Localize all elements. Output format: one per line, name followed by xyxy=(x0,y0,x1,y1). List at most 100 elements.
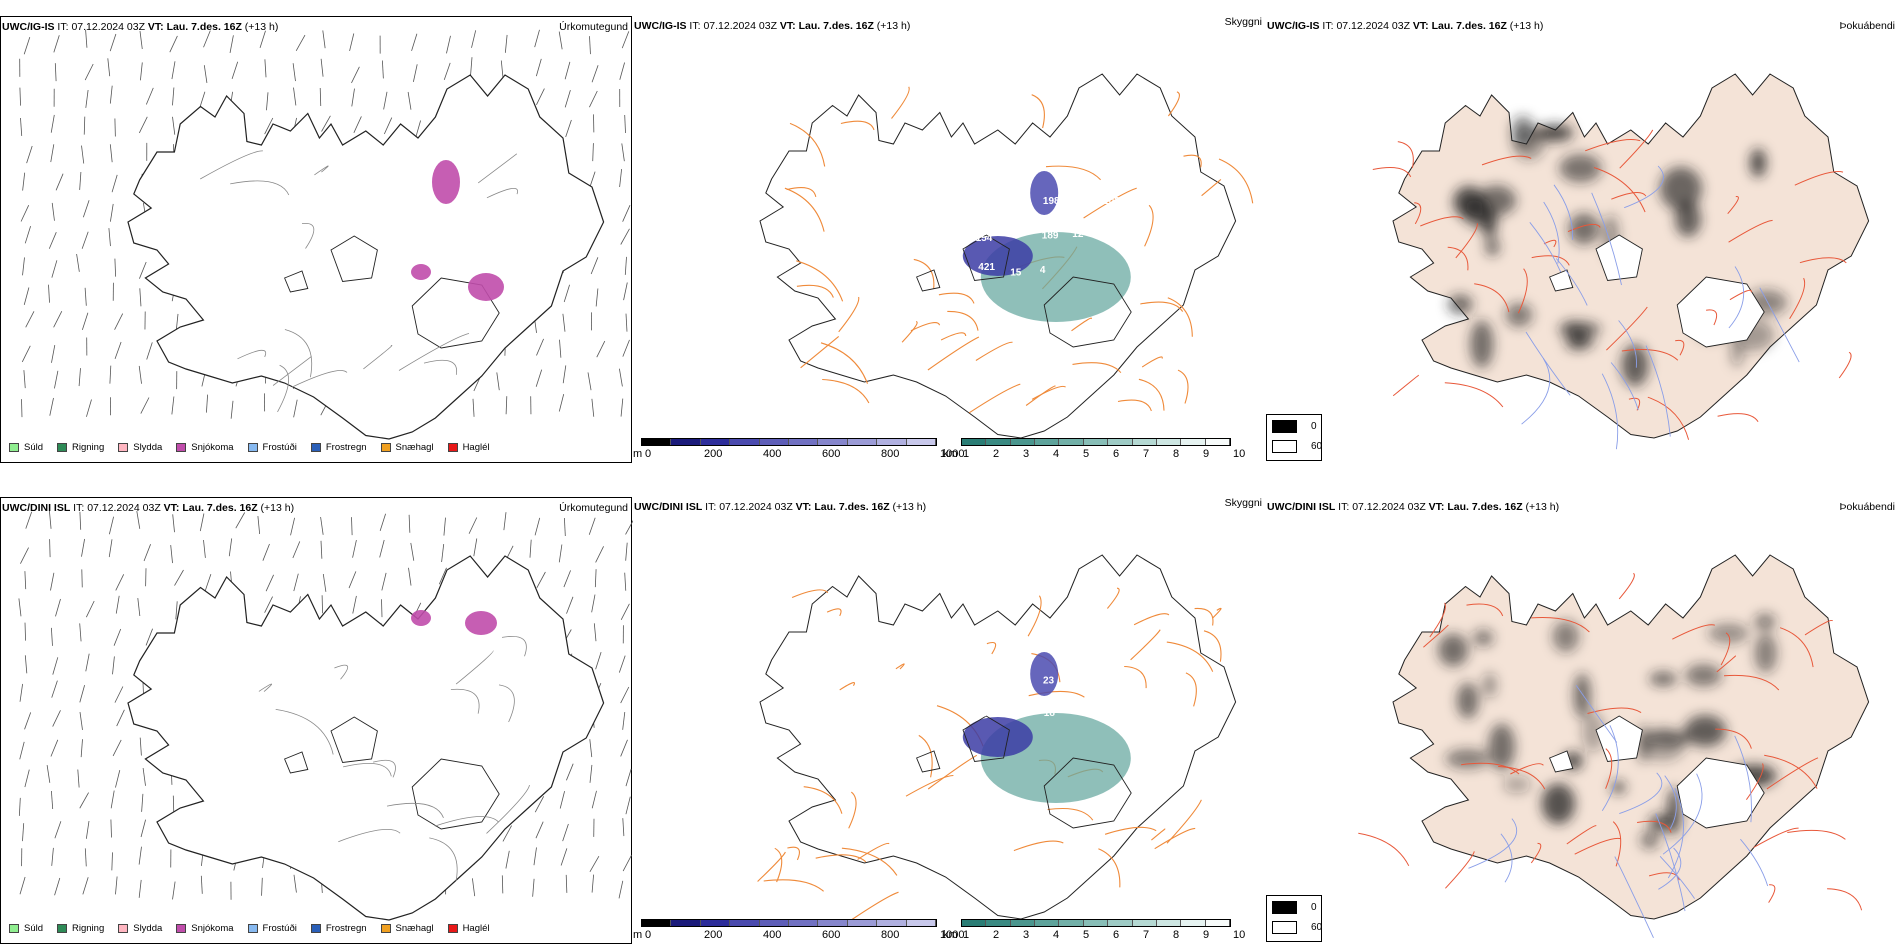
wind-barb xyxy=(411,33,418,51)
colorbar-segment xyxy=(1083,920,1109,926)
fog-area xyxy=(1456,682,1479,719)
coastline xyxy=(127,74,605,440)
wind-barb xyxy=(79,623,82,642)
low-ceiling-area xyxy=(1030,171,1059,215)
glacier-outline xyxy=(916,750,941,773)
colorbar-segment xyxy=(986,920,1011,926)
river xyxy=(1575,685,1618,743)
road xyxy=(947,310,979,331)
wind-barb xyxy=(348,571,357,589)
wind-barb xyxy=(114,341,122,360)
wind-barb xyxy=(471,30,477,48)
wind-barb xyxy=(20,205,30,222)
wind-barb xyxy=(618,655,626,673)
colorbar-segment xyxy=(962,439,987,445)
fog-legend-row: 0 xyxy=(1272,420,1317,433)
road xyxy=(1414,202,1422,225)
glacier-outline xyxy=(330,716,378,763)
wind-barb xyxy=(51,847,54,866)
fog-legend-swatch xyxy=(1272,440,1297,453)
wind-barb xyxy=(19,87,21,106)
river xyxy=(1655,813,1686,912)
colorbar-segment xyxy=(1035,439,1060,445)
glacier-outline xyxy=(962,715,1010,762)
wind-barb xyxy=(502,825,512,842)
wind-barb xyxy=(351,517,353,536)
wind-barb xyxy=(591,790,597,809)
glacier-outline xyxy=(284,751,309,774)
wind-barb xyxy=(292,63,296,82)
wind-barb xyxy=(54,63,57,82)
colorbar-segment xyxy=(1035,920,1060,926)
wind-barb xyxy=(51,790,54,810)
road xyxy=(1618,572,1635,600)
snow-area xyxy=(411,610,431,626)
road xyxy=(1612,821,1622,867)
wind-barb xyxy=(535,821,544,839)
fog-area xyxy=(1685,664,1722,687)
fog-area xyxy=(1473,629,1494,647)
wind-barb xyxy=(622,205,631,222)
wind-barb xyxy=(79,712,83,730)
fog-area xyxy=(1621,344,1649,387)
colorbar-segment xyxy=(877,920,907,926)
road xyxy=(1151,828,1166,841)
road xyxy=(1729,289,1752,301)
road xyxy=(1585,138,1641,152)
river xyxy=(1728,266,1745,329)
wind-barb xyxy=(54,821,62,839)
fog-area xyxy=(1640,831,1659,849)
colorbar-segment xyxy=(877,439,907,445)
wind-barb xyxy=(140,397,150,414)
road xyxy=(1117,399,1152,412)
panel-variable-title: Úrkomutegund xyxy=(559,502,628,514)
colorbar-tick: 6 xyxy=(1113,929,1120,941)
wind-barb xyxy=(49,539,51,558)
colorbar-segment xyxy=(671,920,701,926)
wind-barb xyxy=(472,398,475,417)
legend-label: Frostúði xyxy=(262,923,297,934)
panel-variable-title: Þokuábendi xyxy=(1839,501,1895,513)
wind-barb xyxy=(379,539,385,558)
fog-legend-value: 60 xyxy=(1311,922,1323,933)
wind-barb xyxy=(116,709,125,727)
wind-barb xyxy=(22,823,25,842)
colorbar-tick: 5 xyxy=(1083,448,1090,460)
legend-item: Frostúði xyxy=(247,923,297,934)
colorbar-segment xyxy=(642,920,672,926)
wind-barb xyxy=(175,601,178,620)
wind-barb xyxy=(564,89,571,108)
colorbar-segment xyxy=(986,439,1011,445)
visibility-value-label: 198 xyxy=(1104,229,1121,240)
wind-barb xyxy=(114,258,117,277)
road xyxy=(1083,187,1137,219)
wind-barb xyxy=(228,538,233,557)
road xyxy=(277,364,289,413)
wind-barb xyxy=(319,87,322,107)
wind-barb xyxy=(438,567,447,585)
wind-barb xyxy=(413,64,418,82)
wind-barb xyxy=(235,512,246,529)
road xyxy=(1130,629,1161,661)
wind-barb xyxy=(172,514,175,533)
colorbar-segment xyxy=(789,439,819,445)
road xyxy=(1071,317,1092,332)
wind-barb xyxy=(140,819,146,838)
road xyxy=(848,791,857,829)
wind-barb xyxy=(566,596,574,614)
wind-barb xyxy=(111,174,118,193)
road xyxy=(1720,632,1731,666)
road xyxy=(938,292,975,304)
road xyxy=(910,322,941,332)
colorbar-segment xyxy=(1205,439,1230,445)
legend-label: Frostregn xyxy=(325,923,367,934)
visibility-value-label: 4 xyxy=(1040,265,1046,276)
wind-barb xyxy=(320,540,323,559)
low-ceiling-area xyxy=(962,717,1033,757)
precip-type-panel-2: UWC/DINI ISL IT: 07.12.2024 03Z VT: Lau.… xyxy=(0,497,633,944)
wind-barb xyxy=(625,313,628,332)
wind-barb xyxy=(415,120,421,138)
road xyxy=(498,684,515,723)
colorbar-segment xyxy=(1132,439,1157,445)
wind-barb xyxy=(624,114,626,134)
